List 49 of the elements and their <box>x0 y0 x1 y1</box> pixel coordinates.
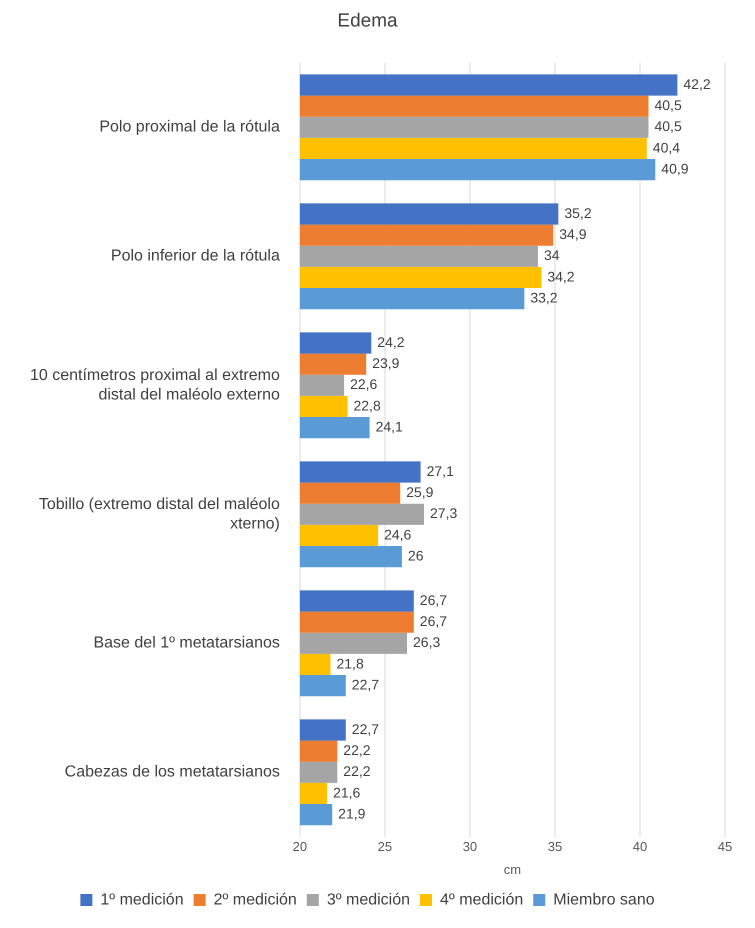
data-label: 24,6 <box>384 526 412 542</box>
legend-label: 3º medición <box>326 891 410 908</box>
data-label: 26,7 <box>420 613 448 630</box>
data-label: 26,7 <box>420 592 448 608</box>
data-label: 35,2 <box>564 204 592 221</box>
legend-label: 1º medición <box>100 891 184 908</box>
data-label: 23,9 <box>372 355 400 372</box>
x-tick-label: 25 <box>378 839 392 854</box>
legend-label: Miembro sano <box>553 891 655 908</box>
y-tick-label: Polo proximal de la rótula <box>99 118 280 136</box>
data-label: 22,2 <box>343 763 371 780</box>
y-tick-label: Polo inferior de la rótula <box>110 248 280 265</box>
data-label: 27,3 <box>430 505 458 522</box>
data-label: 24,2 <box>377 334 405 350</box>
chart-title: Edema <box>337 10 398 32</box>
data-label: 22,7 <box>352 676 380 692</box>
data-label: 21,8 <box>336 655 364 672</box>
data-label: 34,2 <box>547 268 575 284</box>
data-label: 26 <box>408 547 424 564</box>
data-label: 40,4 <box>652 139 680 156</box>
data-label: 34 <box>544 247 560 264</box>
data-label: 22,8 <box>353 397 381 414</box>
data-label: 34,9 <box>559 226 587 242</box>
data-label: 22,2 <box>343 742 371 758</box>
data-label: 22,7 <box>352 720 380 737</box>
x-tick-label: 20 <box>292 839 308 854</box>
x-tick-label: 45 <box>718 839 732 854</box>
data-label: 21,6 <box>333 784 361 800</box>
legend-label: 4º medición <box>440 891 524 908</box>
data-label: 24,1 <box>376 418 404 434</box>
y-tick-label: Tobillo (extremo distal del maléolo xterno) <box>38 496 280 532</box>
legend-label: 2º medición <box>214 891 297 908</box>
data-label: 40,5 <box>654 97 682 114</box>
data-label: 25,9 <box>406 484 434 500</box>
x-tick-label: 35 <box>548 839 562 854</box>
y-tick-label: Cabezas de los metatarsianos <box>64 764 280 781</box>
data-label: 33,2 <box>530 289 558 306</box>
x-tick-label: 30 <box>462 839 478 854</box>
data-label: 40,9 <box>661 160 689 176</box>
data-label: 40,5 <box>654 118 682 134</box>
data-label: 42,2 <box>683 76 711 92</box>
y-tick-label: Base del 1º metatarsianos <box>93 634 280 652</box>
data-label: 21,9 <box>338 805 366 822</box>
y-tick-label: 10 centímetros proximal al extremo distal del maléolo externo <box>30 367 280 404</box>
x-tick-label: 40 <box>632 839 648 854</box>
data-label: 26,3 <box>413 634 440 650</box>
data-label: 27,1 <box>426 462 454 479</box>
x-axis-title: cm <box>504 862 522 877</box>
data-label: 22,6 <box>350 376 378 392</box>
